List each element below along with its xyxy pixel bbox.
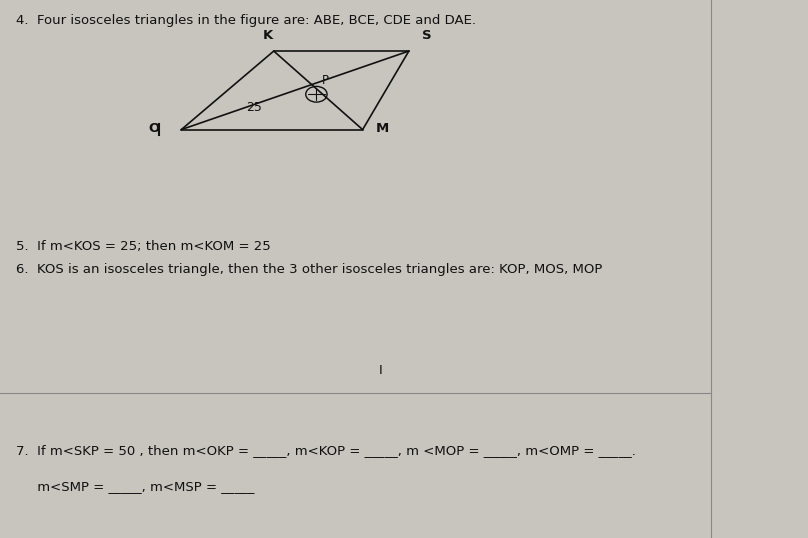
Text: P: P: [322, 74, 329, 87]
Text: O: O: [149, 122, 160, 136]
Text: K: K: [263, 30, 273, 43]
Text: M: M: [376, 122, 389, 136]
Text: S: S: [422, 30, 431, 43]
Text: 7.  If m<SKP = 50 , then m<OKP = _____, m<KOP = _____, m <MOP = _____, m<OMP = _: 7. If m<SKP = 50 , then m<OKP = _____, m…: [15, 443, 636, 457]
Text: 4.  Four isosceles triangles in the figure are: ABE, BCE, CDE and DAE.: 4. Four isosceles triangles in the figur…: [15, 14, 476, 27]
Text: 5.  If m<KOS = 25; then m<KOM = 25: 5. If m<KOS = 25; then m<KOM = 25: [15, 239, 271, 252]
Text: I: I: [378, 364, 382, 377]
Text: m<SMP = _____, m<MSP = _____: m<SMP = _____, m<MSP = _____: [15, 480, 254, 493]
Text: 25: 25: [246, 101, 263, 114]
Text: 6.  KOS is an isosceles triangle, then the 3 other isosceles triangles are: KOP,: 6. KOS is an isosceles triangle, then th…: [15, 263, 602, 276]
